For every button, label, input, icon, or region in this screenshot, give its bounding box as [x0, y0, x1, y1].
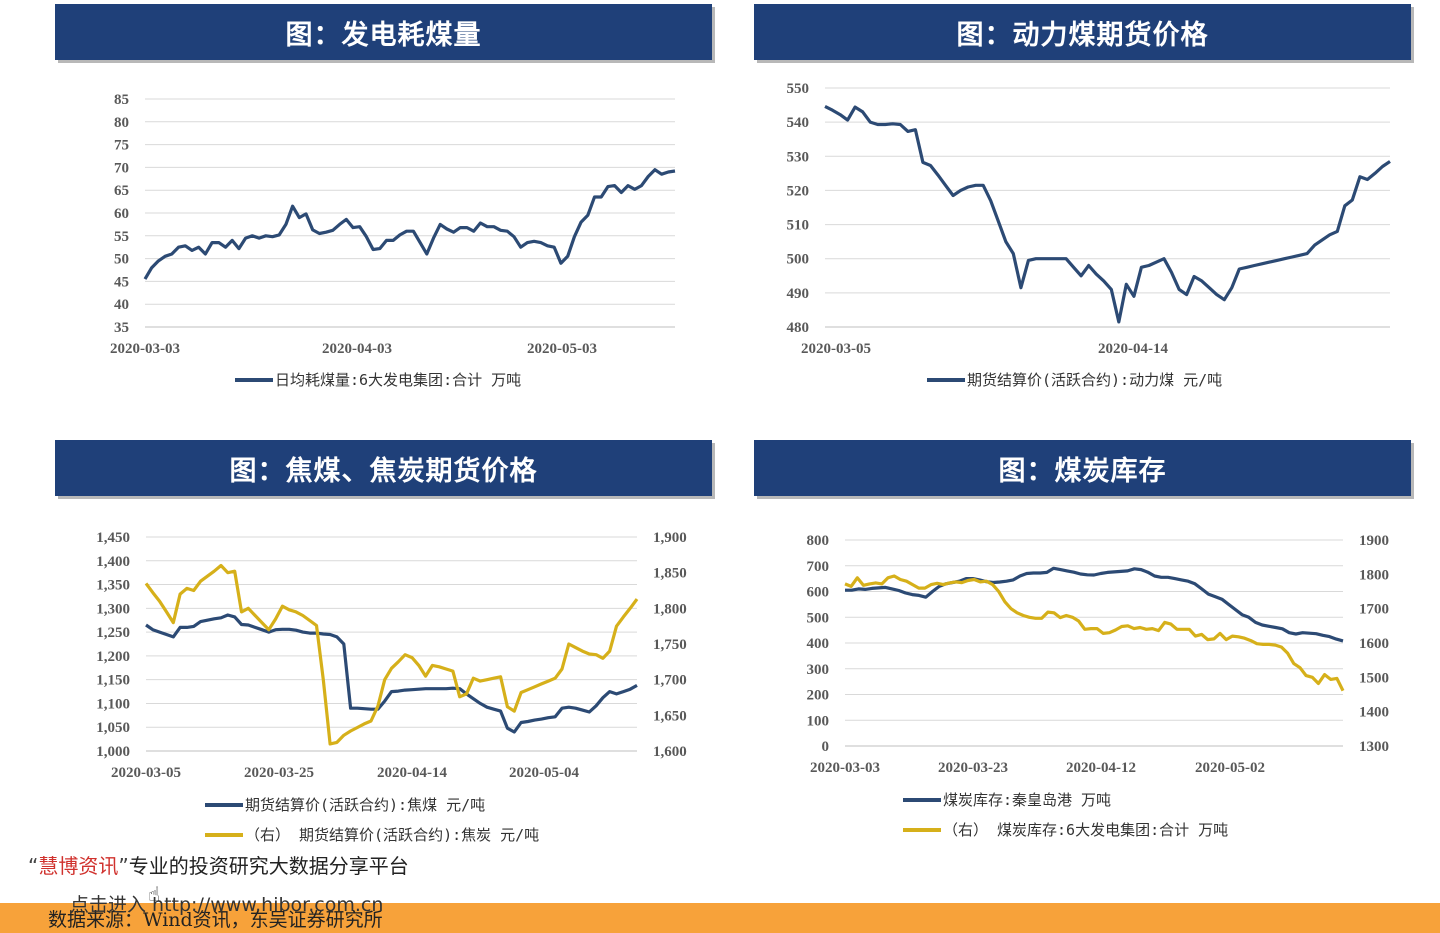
watermark-tagline-text: 专业的投资研究大数据分享平台 — [128, 854, 409, 878]
y-tick-label: 70 — [114, 160, 129, 176]
y-tick-label: 50 — [114, 252, 129, 268]
footer-bar — [0, 903, 1440, 933]
y-tick-label: 1,000 — [96, 744, 130, 760]
y2-tick-label: 1800 — [1359, 567, 1389, 583]
legend-label: （右） 期货结算价(活跃合约):焦炭 元/吨 — [245, 826, 539, 844]
y-tick-label: 510 — [787, 218, 810, 234]
y-tick-label: 1,100 — [96, 696, 130, 712]
y2-tick-label: 1700 — [1359, 602, 1389, 618]
y-tick-label: 300 — [807, 662, 830, 678]
watermark-link[interactable]: 点击进入 http://www.hibor.com.cn — [70, 894, 384, 916]
y-tick-label: 0 — [822, 739, 830, 755]
y2-tick-label: 1,900 — [653, 530, 687, 546]
y-tick-label: 85 — [114, 92, 129, 108]
y-tick-label: 65 — [114, 183, 129, 199]
y2-tick-label: 1300 — [1359, 739, 1389, 755]
y-tick-label: 35 — [114, 320, 129, 336]
y2-tick-label: 1500 — [1359, 670, 1389, 686]
legend-label: 期货结算价(活跃合约):动力煤 元/吨 — [967, 371, 1222, 389]
chart4-title: 图：煤炭库存 — [754, 440, 1411, 496]
x-tick-label: 2020-03-25 — [244, 765, 314, 781]
y-tick-label: 1,150 — [96, 673, 130, 689]
x-tick-label: 2020-03-03 — [810, 760, 880, 776]
series-line-primary — [824, 104, 1391, 324]
y-tick-label: 1,300 — [96, 601, 130, 617]
x-tick-label: 2020-04-12 — [1066, 760, 1136, 776]
y2-tick-label: 1600 — [1359, 636, 1389, 652]
y-tick-label: 530 — [787, 149, 810, 165]
x-tick-label: 2020-03-05 — [111, 765, 181, 781]
open-quote: “ — [28, 854, 39, 878]
watermark-brand: 慧博资讯 — [38, 854, 119, 878]
legend-label: 煤炭库存:秦皇岛港 万吨 — [943, 791, 1111, 809]
x-tick-label: 2020-05-04 — [509, 765, 579, 781]
y-tick-label: 75 — [114, 138, 129, 154]
x-tick-label: 2020-03-23 — [938, 760, 1008, 776]
x-tick-label: 2020-04-03 — [322, 341, 392, 357]
y2-tick-label: 1400 — [1359, 705, 1389, 721]
y-tick-label: 40 — [114, 297, 129, 313]
y2-tick-label: 1900 — [1359, 533, 1389, 549]
y-tick-label: 1,400 — [96, 554, 130, 570]
y-tick-label: 540 — [787, 115, 810, 131]
y-tick-label: 55 — [114, 229, 129, 245]
y-tick-label: 550 — [787, 81, 810, 97]
data-source: 数据来源：Wind资讯，东吴证券研究所 — [48, 909, 383, 931]
legend-label: 日均耗煤量:6大发电集团:合计 万吨 — [275, 371, 521, 389]
close-quote: ” — [118, 854, 129, 878]
y-tick-label: 1,350 — [96, 578, 130, 594]
y2-tick-label: 1,600 — [653, 744, 687, 760]
y-tick-label: 490 — [787, 286, 810, 302]
y-tick-label: 1,200 — [96, 649, 130, 665]
x-tick-label: 2020-05-02 — [1195, 760, 1265, 776]
y-tick-label: 100 — [807, 713, 830, 729]
x-tick-label: 2020-03-03 — [110, 341, 180, 357]
y-tick-label: 45 — [114, 274, 129, 290]
chart2-title: 图：动力煤期货价格 — [754, 4, 1411, 60]
series-line-secondary — [144, 563, 639, 746]
y2-tick-label: 1,650 — [653, 708, 687, 724]
series-line-primary — [845, 566, 1344, 643]
series-line-secondary — [844, 574, 1345, 692]
y-tick-label: 60 — [114, 206, 129, 222]
y-tick-label: 80 — [114, 115, 129, 131]
y-tick-label: 1,450 — [96, 530, 130, 546]
series-line-primary — [143, 168, 676, 280]
y-tick-label: 500 — [787, 252, 810, 268]
x-tick-label: 2020-05-03 — [527, 341, 597, 357]
y-tick-label: 400 — [807, 636, 830, 652]
y2-tick-label: 1,750 — [653, 637, 687, 653]
y-tick-label: 500 — [807, 610, 830, 626]
hand-pointer-icon: ☝ — [148, 882, 161, 906]
chart1-title: 图：发电耗煤量 — [55, 4, 712, 60]
series-line-primary — [145, 613, 638, 734]
x-tick-label: 2020-04-14 — [1098, 341, 1168, 357]
y2-tick-label: 1,850 — [653, 566, 687, 582]
y-tick-label: 800 — [807, 533, 830, 549]
x-tick-label: 2020-03-05 — [801, 341, 871, 357]
x-tick-label: 2020-04-14 — [377, 765, 447, 781]
y-tick-label: 600 — [807, 585, 830, 601]
y-tick-label: 480 — [787, 320, 810, 336]
y-tick-label: 700 — [807, 559, 830, 575]
y-tick-label: 200 — [807, 688, 830, 704]
y2-tick-label: 1,700 — [653, 673, 687, 689]
y-tick-label: 520 — [787, 183, 810, 199]
chart3-title: 图：焦煤、焦炭期货价格 — [55, 440, 712, 496]
y2-tick-label: 1,800 — [653, 601, 687, 617]
legend-label: 期货结算价(活跃合约):焦煤 元/吨 — [245, 796, 485, 814]
y-tick-label: 1,050 — [96, 720, 130, 736]
legend-label: （右） 煤炭库存:6大发电集团:合计 万吨 — [943, 821, 1228, 839]
y-tick-label: 1,250 — [96, 625, 130, 641]
watermark-tagline: “慧博资讯”专业的投资研究大数据分享平台 — [28, 850, 409, 879]
